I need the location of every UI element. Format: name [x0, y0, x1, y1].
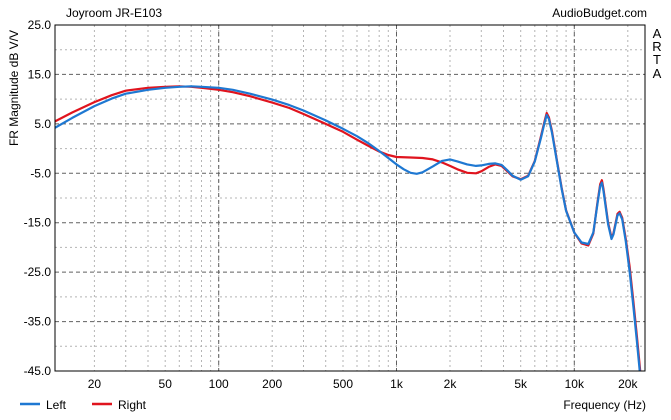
y-tick-label: 25.0: [28, 18, 52, 32]
y-axis-ticks: 25.0 15.0 5.0 -5.0 -15.0 -25.0 -35.0 -45.0: [24, 18, 52, 378]
side-label: A R T A: [652, 26, 661, 81]
x-tick-label: 20k: [618, 377, 638, 391]
y-tick-label: -45.0: [24, 364, 52, 378]
side-label-letter: T: [653, 52, 661, 67]
chart-title: Joyroom JR-E103: [66, 6, 162, 20]
x-tick-label: 200: [262, 377, 282, 391]
y-tick-label: -15.0: [24, 216, 52, 230]
source-label: AudioBudget.com: [552, 6, 647, 20]
y-tick-label: 15.0: [28, 67, 52, 81]
legend: Left Right: [20, 398, 147, 412]
y-tick-label: -25.0: [24, 265, 52, 279]
x-tick-label: 50: [159, 377, 173, 391]
plot-frame: [54, 24, 646, 372]
legend-label-left: Left: [46, 398, 67, 412]
minor-gridlines: [55, 25, 645, 371]
series-layer: [55, 85, 642, 371]
x-tick-label: 100: [209, 377, 229, 391]
side-label-letter: A: [653, 26, 662, 41]
x-axis-label: Frequency (Hz): [563, 398, 646, 412]
side-label-letter: R: [652, 39, 661, 54]
x-tick-label: 10k: [565, 377, 585, 391]
x-axis-ticks: 20 50 100 200 500 1k 2k 5k 10k 20k: [88, 377, 639, 391]
x-tick-label: 20: [88, 377, 102, 391]
y-tick-label: -35.0: [24, 315, 52, 329]
x-tick-label: 5k: [514, 377, 528, 391]
x-tick-label: 2k: [444, 377, 458, 391]
legend-label-right: Right: [118, 398, 147, 412]
y-axis-label: FR Magnitude dB V/V: [7, 30, 21, 146]
x-tick-label: 500: [333, 377, 353, 391]
major-gridlines: [55, 25, 645, 371]
x-tick-label: 1k: [390, 377, 404, 391]
side-label-letter: A: [653, 66, 662, 81]
y-tick-label: -5.0: [30, 166, 51, 180]
series-line-left: [55, 85, 641, 371]
y-tick-label: 5.0: [34, 117, 51, 131]
